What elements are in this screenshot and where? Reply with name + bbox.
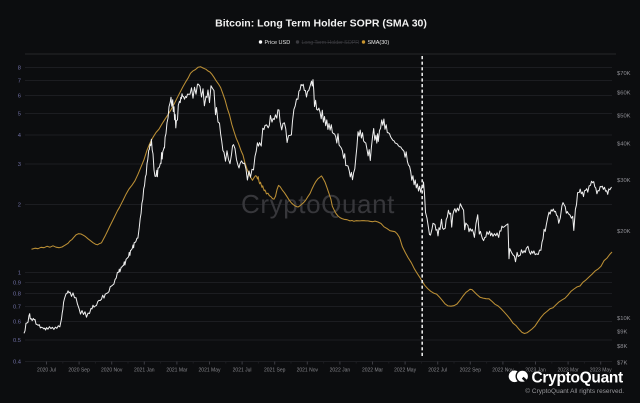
- svg-text:3: 3: [18, 162, 21, 168]
- svg-text:$30K: $30K: [617, 178, 631, 184]
- svg-text:0.5: 0.5: [13, 338, 21, 344]
- svg-text:$8K: $8K: [617, 344, 627, 350]
- svg-text:5: 5: [18, 112, 21, 118]
- svg-text:2022 Sep: 2022 Sep: [460, 368, 482, 374]
- svg-text:6: 6: [18, 94, 21, 100]
- svg-text:$20K: $20K: [617, 229, 631, 235]
- svg-text:SMA(30): SMA(30): [368, 40, 390, 46]
- svg-text:$9K: $9K: [617, 330, 627, 336]
- svg-text:Long Term Holder SOPR: Long Term Holder SOPR: [302, 40, 360, 46]
- svg-text:$70K: $70K: [617, 71, 631, 77]
- svg-text:0.4: 0.4: [13, 360, 22, 366]
- svg-text:0.9: 0.9: [13, 281, 21, 287]
- svg-text:2: 2: [18, 203, 21, 209]
- svg-text:0.7: 0.7: [13, 305, 21, 311]
- svg-text:0.6: 0.6: [13, 320, 21, 326]
- svg-text:2021 Mar: 2021 Mar: [166, 368, 187, 374]
- svg-text:$60K: $60K: [617, 91, 631, 97]
- svg-text:© CryptoQuant All rights reser: © CryptoQuant All rights reserved.: [525, 387, 624, 395]
- svg-text:2021 May: 2021 May: [199, 368, 221, 374]
- svg-text:2022 Nov: 2022 Nov: [492, 368, 514, 374]
- svg-text:2021 Nov: 2021 Nov: [297, 368, 319, 374]
- svg-text:Bitcoin: Long Term Holder SOPR: Bitcoin: Long Term Holder SOPR (SMA 30): [215, 18, 427, 30]
- svg-text:2023 Jan: 2023 Jan: [525, 368, 546, 374]
- svg-text:2023 May: 2023 May: [590, 368, 612, 374]
- svg-text:$40K: $40K: [617, 142, 631, 148]
- svg-text:2020 Nov: 2020 Nov: [101, 368, 123, 374]
- svg-text:2022 May: 2022 May: [394, 368, 416, 374]
- svg-text:$50K: $50K: [617, 114, 631, 120]
- svg-text:2022 Jan: 2022 Jan: [330, 368, 351, 374]
- svg-text:2022 Jul: 2022 Jul: [428, 368, 447, 374]
- svg-text:2020 Jul: 2020 Jul: [37, 368, 56, 374]
- svg-text:8: 8: [18, 66, 21, 72]
- svg-text:$10K: $10K: [617, 316, 631, 322]
- svg-text:CryptoQuant: CryptoQuant: [241, 189, 395, 219]
- svg-text:2021 Jul: 2021 Jul: [233, 368, 252, 374]
- svg-text:2023 Mar: 2023 Mar: [558, 368, 579, 374]
- svg-text:1: 1: [18, 271, 21, 277]
- svg-text:$7K: $7K: [617, 361, 627, 367]
- svg-text:4: 4: [18, 133, 22, 139]
- svg-text:2022 Mar: 2022 Mar: [362, 368, 383, 374]
- svg-text:Price USD: Price USD: [265, 40, 291, 46]
- svg-text:2021 Jan: 2021 Jan: [134, 368, 155, 374]
- svg-text:2021 Sep: 2021 Sep: [264, 368, 286, 374]
- svg-text:7: 7: [18, 79, 21, 85]
- svg-text:0.8: 0.8: [13, 292, 21, 298]
- svg-text:2020 Sep: 2020 Sep: [68, 368, 90, 374]
- svg-text:CryptoQuant: CryptoQuant: [532, 370, 624, 387]
